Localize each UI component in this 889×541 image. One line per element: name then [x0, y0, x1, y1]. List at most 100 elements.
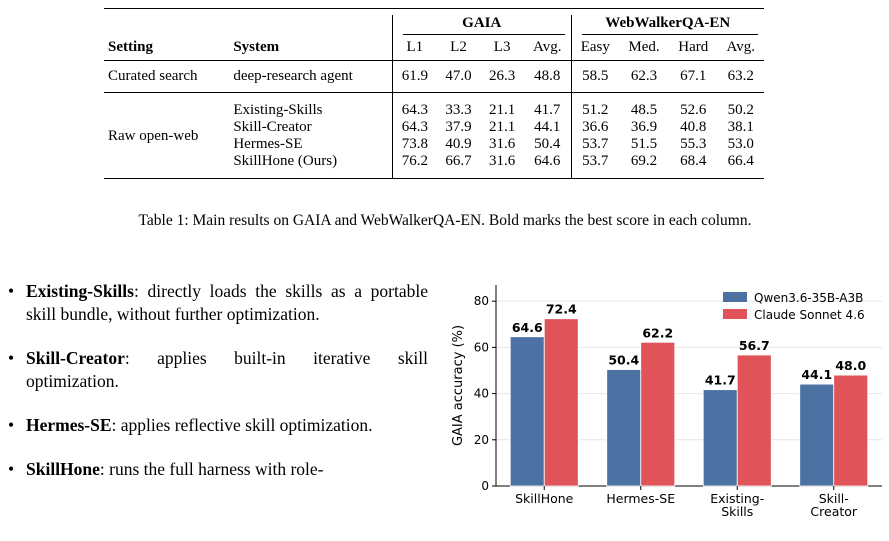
bar-value-label: 64.6	[512, 320, 543, 335]
table-cell: 64.3	[391, 119, 437, 136]
table-cell: 33.3	[445, 102, 472, 118]
bullet-text: : runs the full harness with role-	[99, 459, 324, 479]
legend-label: Claude Sonnet 4.6	[754, 308, 865, 322]
bar-value-label: 62.2	[642, 325, 673, 340]
results-table-block: GAIA WebWalkerQA-EN Setting System L1 L2…	[104, 8, 764, 179]
table-cell: 21.1	[489, 102, 516, 118]
system-name: Hermes-SE	[233, 136, 303, 152]
table-cell: 68.4	[680, 153, 707, 169]
bullet-text: : applies reflective skill optimization.	[111, 415, 373, 435]
bar	[543, 318, 579, 487]
table-cell: 52.6	[680, 102, 707, 118]
gaia-accuracy-bar-chart: 0 20 40 60 80 GAIA accuracy (%) 64.672.4 SkillH…	[451, 285, 882, 519]
x-tick-label: Hermes-SE	[606, 491, 675, 506]
legend-label: Qwen3.6-35B-A3B	[754, 291, 863, 305]
table-cell: 47.0	[445, 67, 472, 84]
table-cell: 51.2	[570, 102, 620, 119]
x-tick-label: Creator	[810, 504, 857, 519]
bullet-term: SkillHone	[26, 459, 100, 479]
table-cell: 64.6	[534, 153, 561, 169]
bar	[640, 341, 676, 487]
table-cell: 50.2	[727, 102, 754, 118]
bar	[833, 374, 869, 487]
table-cell: 67.1	[680, 67, 707, 84]
bar-value-label: 56.7	[739, 338, 770, 353]
bullet-skill-creator: • Skill-Creator: applies built-in iterat…	[8, 347, 428, 393]
table-cell: 62.3	[630, 67, 658, 84]
table-cell: 40.9	[445, 136, 472, 152]
col-header-web-avg: Avg.	[726, 39, 755, 56]
table-cell: 37.9	[445, 119, 472, 135]
bullet-dot-icon: •	[8, 348, 15, 368]
table-cell: 63.2	[727, 67, 754, 84]
bullet-term: Skill-Creator	[26, 348, 125, 368]
legend-swatch	[723, 309, 747, 319]
table-cell: 53.7	[570, 153, 620, 170]
bar-value-label: 48.0	[835, 358, 866, 373]
x-tick-label: Skills	[721, 504, 753, 519]
bullet-dot-icon: •	[8, 281, 15, 301]
table-cell: 31.6	[489, 136, 516, 152]
y-tick-label: 60	[474, 340, 489, 354]
table-cell: 48.8	[534, 67, 561, 84]
col-header-l2: L2	[450, 39, 467, 56]
group-header-gaia: GAIA	[391, 15, 572, 32]
bar	[509, 336, 545, 487]
table-cell: 44.1	[534, 119, 561, 135]
bar-value-label: 44.1	[801, 367, 832, 382]
bar-value-label: 41.7	[705, 373, 736, 388]
table-cell: 40.8	[680, 119, 707, 135]
col-header-l1: L1	[391, 36, 437, 60]
x-tick-label: SkillHone	[515, 491, 574, 506]
table-cell: 64.3	[391, 102, 437, 119]
x-tick-label: Skill-	[819, 491, 849, 506]
bullet-dot-icon: •	[8, 459, 15, 479]
col-header-easy: Easy	[570, 36, 620, 60]
table-cell: 55.3	[680, 136, 707, 152]
y-tick-label: 40	[474, 387, 489, 401]
system-name: Existing-Skills	[233, 102, 323, 118]
table-cell: 69.2	[630, 153, 658, 169]
table-cell: 26.3	[489, 67, 516, 84]
col-header-system: System	[233, 39, 280, 56]
bullet-dot-icon: •	[8, 415, 15, 435]
method-bullet-list: • Existing-Skills: directly loads the sk…	[8, 280, 428, 502]
table-cell: 21.1	[489, 119, 516, 135]
table-cell: 58.5	[570, 60, 620, 92]
table-cell: 66.7	[445, 153, 472, 169]
bar	[736, 354, 772, 487]
legend-swatch	[723, 292, 747, 302]
table-cell: 36.9	[630, 119, 658, 135]
table-caption: Table 1: Main results on GAIA and WebWal…	[138, 212, 752, 229]
table-cell: 36.6	[570, 119, 620, 136]
table-cell: 61.9	[391, 60, 437, 92]
system-deep-research: deep-research agent	[233, 67, 353, 84]
table-cell: 53.0	[727, 136, 754, 152]
col-header-med: Med.	[628, 39, 660, 56]
system-name: Skill-Creator	[233, 119, 312, 135]
col-header-l3: L3	[493, 39, 511, 56]
bullet-text: : directly loads the skills as a portabl…	[26, 281, 428, 324]
bar-value-label: 50.4	[608, 353, 639, 368]
bar	[702, 389, 738, 487]
y-axis-label: GAIA accuracy (%)	[451, 325, 466, 446]
table-cell: 31.6	[489, 153, 516, 169]
col-header-gaia-avg: Avg.	[533, 39, 562, 56]
table-cell: 48.5	[630, 102, 658, 118]
table-cell: 73.8	[391, 136, 437, 153]
y-tick-label: 80	[474, 294, 489, 308]
bullet-hermes-se: • Hermes-SE: applies reflective skill op…	[8, 414, 428, 437]
y-tick-label: 0	[481, 479, 489, 493]
group-header-webwalker: WebWalkerQA-EN	[570, 15, 764, 32]
table-cell: 53.7	[570, 136, 620, 153]
bullet-skillhone: • SkillHone: runs the full harness with …	[8, 458, 428, 481]
bullet-term: Hermes-SE	[26, 415, 112, 435]
x-tick-label: Existing-	[710, 491, 764, 506]
table-cell: 41.7	[534, 102, 561, 118]
setting-curated: Curated search	[108, 67, 198, 84]
bar	[606, 369, 642, 487]
setting-raw-open-web: Raw open-web	[108, 127, 199, 144]
bar-value-label: 72.4	[546, 302, 577, 317]
bullet-existing-skills: • Existing-Skills: directly loads the sk…	[8, 280, 428, 326]
table-cell: 76.2	[391, 153, 437, 170]
